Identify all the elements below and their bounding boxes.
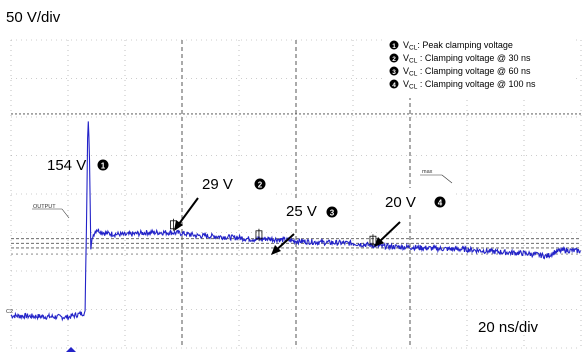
legend-marker: 1 [392, 43, 396, 50]
annotation-30ns-marker: 2 [258, 181, 263, 190]
arrow-60ns-head [271, 245, 281, 255]
legend-backdrop [384, 36, 576, 98]
annotation-peak-marker: 1 [101, 162, 106, 171]
legend-item: 2 VCL : Clamping voltage @ 30 ns [389, 53, 531, 65]
measurement-marker [369, 234, 377, 247]
horizontal-scale-label: 20 ns/div [478, 319, 539, 336]
label-backdrop-3 [276, 200, 344, 222]
legend-label: VCL : Clamping voltage @ 60 ns [403, 66, 531, 78]
legend-item: 4 VCL : Clamping voltage @ 100 ns [389, 79, 536, 91]
annotation-100ns-marker: 4 [438, 199, 443, 208]
arrow-100ns-head [374, 237, 384, 247]
annotation-peak-text: 154 V [47, 157, 86, 174]
arrow-30ns-head [174, 220, 183, 231]
legend-label: VCL: Peak clamping voltage [403, 40, 513, 52]
voltage-trace [10, 121, 581, 322]
output-tag: OUTPUT [32, 204, 70, 219]
annotation-100ns: 20 V 4 [385, 194, 446, 211]
legend-item: 1 VCL: Peak clamping voltage [389, 40, 513, 52]
legend-marker: 4 [392, 82, 396, 89]
trace-layer [10, 121, 581, 322]
measurement-marker [255, 228, 263, 241]
max-tag-text: max [422, 169, 433, 175]
reference-lines [11, 113, 581, 255]
annotation-30ns: 29 V 2 [202, 176, 266, 193]
vertical-scale-label: 50 V/div [6, 9, 61, 26]
legend-marker: 2 [392, 56, 396, 63]
measurement-markers [170, 218, 377, 247]
annotation-60ns-text: 25 V [286, 203, 317, 220]
annotation-30ns-text: 29 V [202, 176, 233, 193]
annotation-60ns: 25 V 3 [286, 203, 338, 220]
legend-label: VCL : Clamping voltage @ 30 ns [403, 53, 531, 65]
trigger-marker [66, 347, 76, 352]
legend-marker: 3 [392, 69, 396, 76]
output-tag-text: OUTPUT [33, 204, 56, 210]
legend-label: VCL : Clamping voltage @ 100 ns [403, 79, 536, 91]
annotation-100ns-text: 20 V [385, 194, 416, 211]
annotation-peak: 154 V 1 [47, 157, 109, 174]
legend: 1 VCL: Peak clamping voltage 2 VCL : Clampi… [389, 40, 536, 91]
max-tag: max [420, 169, 453, 184]
legend-item: 3 VCL : Clamping voltage @ 60 ns [389, 66, 531, 78]
annotation-60ns-marker: 3 [330, 209, 335, 218]
channel-tag: C2 [6, 309, 13, 315]
